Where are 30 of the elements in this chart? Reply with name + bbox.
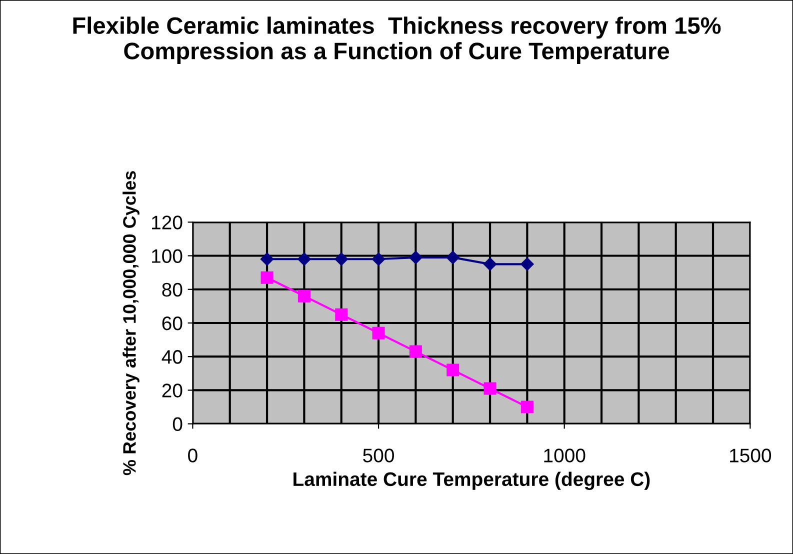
x-tick-label: 500	[363, 448, 394, 462]
x-axis-title: Laminate Cure Temperature (degree C)	[294, 472, 650, 490]
point	[372, 326, 385, 340]
point	[260, 271, 274, 284]
x-tick-label: 1000	[544, 448, 586, 462]
y-tick-label: 40	[162, 350, 182, 364]
point	[298, 252, 311, 266]
point	[483, 258, 497, 271]
point	[446, 250, 460, 264]
point	[446, 364, 460, 376]
y-axis-title: % Recovery after 10,000,000 Cycles	[122, 171, 140, 476]
point	[335, 308, 348, 321]
y-tick-label: 100	[152, 249, 182, 263]
y-tick-label: 120	[152, 216, 182, 230]
y-tick-label: 80	[162, 282, 182, 297]
point	[484, 382, 496, 395]
point	[409, 250, 422, 264]
chart-title: Flexible Ceramic laminates Thickness recovery from 15% Compression as a Function of Cure Temperature	[73, 16, 721, 64]
point	[260, 252, 274, 266]
y-tick-label: 0	[172, 417, 182, 432]
point	[409, 345, 422, 358]
point	[372, 252, 386, 266]
y-tick-label: 20	[162, 384, 182, 398]
point	[298, 290, 310, 302]
x-tick-label: 0	[188, 448, 198, 462]
point	[520, 258, 534, 271]
point	[520, 400, 534, 414]
x-tick-label: 1500	[730, 448, 772, 462]
point	[334, 252, 348, 266]
y-tick-label: 60	[162, 316, 182, 330]
